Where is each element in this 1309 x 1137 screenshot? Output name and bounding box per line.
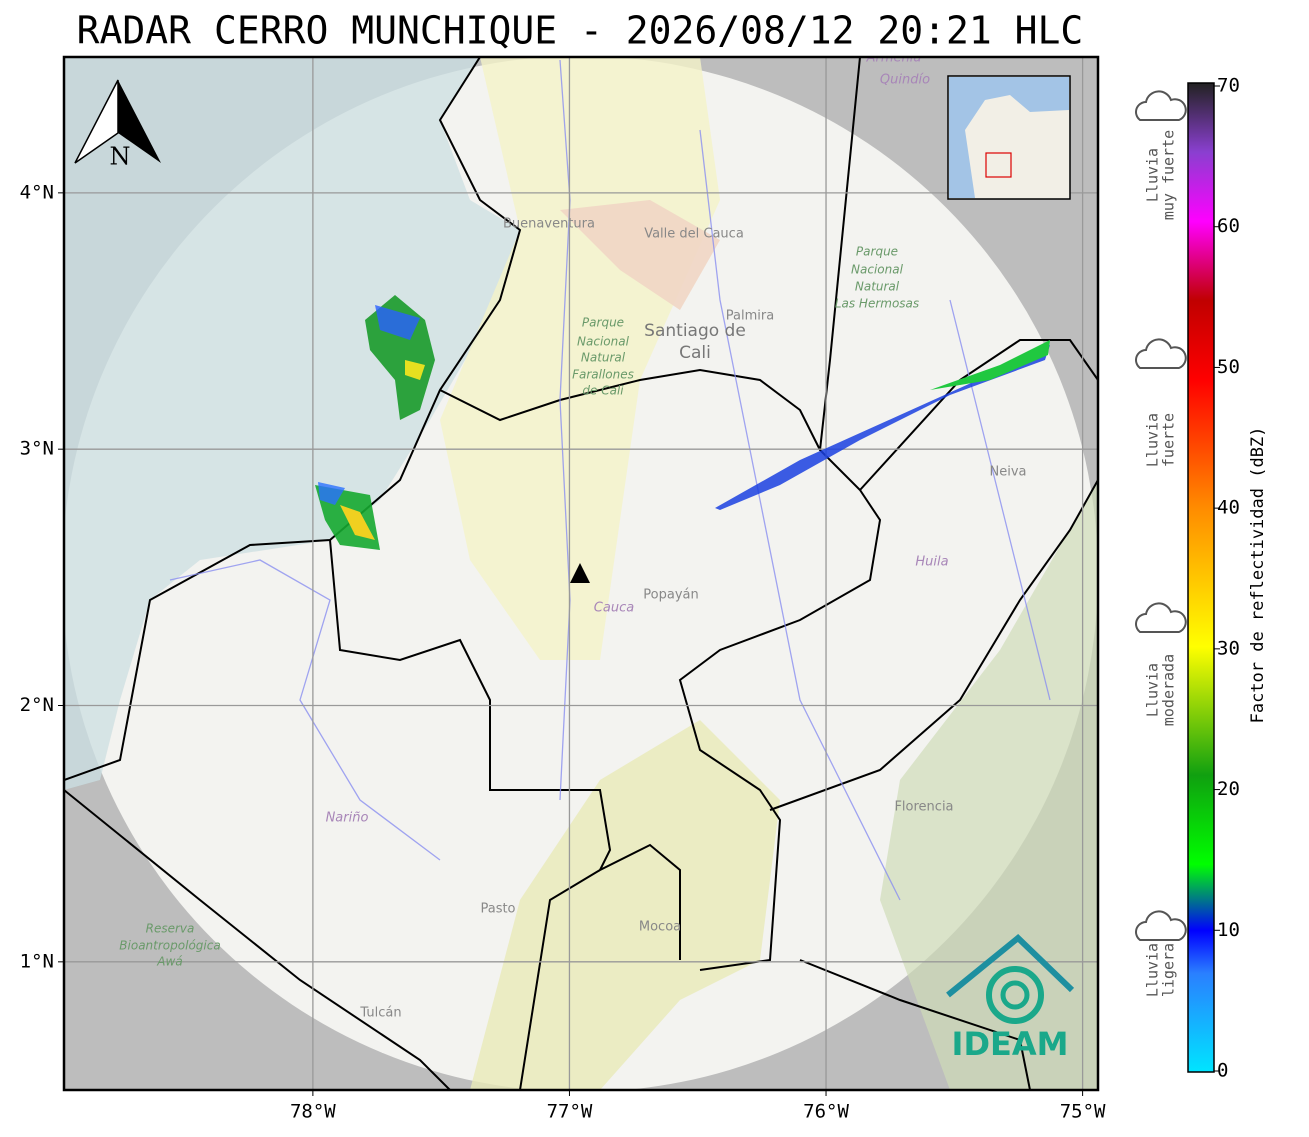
north-arrow: N <box>74 79 161 171</box>
place-label: Florencia <box>894 800 953 815</box>
y-tick-label: 1°N <box>20 950 54 972</box>
legend-label: Lluvia <box>1144 413 1162 467</box>
place-label: Reserva <box>146 922 195 936</box>
place-label: Tulcán <box>359 1006 401 1021</box>
colorbar-tick-label: 50 <box>1217 356 1240 378</box>
map-area: Buenaventura Valle del Cauca PalmiraSantia… <box>64 51 1098 1090</box>
grid <box>64 57 1098 1090</box>
place-label: Las Hermosas <box>835 297 919 311</box>
colorbar-tick-label: 70 <box>1217 75 1240 97</box>
map-frame <box>62 55 1100 1092</box>
radar-site <box>570 563 590 583</box>
rivers <box>169 59 1051 901</box>
place-label: Armenia <box>866 51 922 66</box>
colorbar-tick-label: 20 <box>1217 778 1240 800</box>
colorbar-tick-label: 10 <box>1217 919 1240 941</box>
cloud-icon <box>1135 602 1187 633</box>
legend-label: fuerte <box>1160 413 1178 467</box>
place-label: Nacional <box>577 335 630 349</box>
north-label: N <box>110 143 131 171</box>
place-label: Parque <box>582 316 624 330</box>
inset-map <box>947 75 1071 200</box>
y-tick-label: 3°N <box>20 438 54 460</box>
place-label: Natural <box>855 280 900 294</box>
logo-text: IDEAM <box>952 1025 1069 1063</box>
legend-label: Lluvia <box>1144 943 1162 997</box>
x-tick-label: 77°W <box>547 1101 593 1123</box>
ocean-in-range <box>64 57 520 790</box>
legend-label: ligera <box>1160 943 1178 997</box>
place-label: Buenaventura <box>503 217 595 232</box>
place-label: Quindío <box>880 73 930 88</box>
place-label: Valle del Cauca <box>644 227 744 242</box>
place-label: Pasto <box>480 902 515 917</box>
x-tick-label: 75°W <box>1060 1101 1106 1123</box>
y-tick-label: 4°N <box>20 181 54 203</box>
cloud-icon <box>1135 90 1187 121</box>
place-label: Nacional <box>851 263 904 277</box>
borders <box>64 57 1098 1090</box>
place-label: Nariño <box>326 811 369 826</box>
legend-label: muy fuerte <box>1160 130 1178 220</box>
place-label: Bioantropológica <box>119 939 220 953</box>
colorbar-tick-label: 40 <box>1217 497 1240 519</box>
valle-zone <box>560 200 720 310</box>
place-labels: Buenaventura Valle del Cauca PalmiraSantia… <box>119 51 1027 1021</box>
place-label: Cali <box>679 343 711 363</box>
legend-label: Lluvia <box>1144 663 1162 717</box>
cloud-icon <box>1135 338 1187 369</box>
logo: IDEAM <box>946 933 1075 1063</box>
legend-label: moderada <box>1160 654 1178 726</box>
x-tick-label: 78°W <box>290 1101 336 1123</box>
place-label: Farallones <box>572 368 634 382</box>
place-label: Santiago de <box>644 321 746 341</box>
place-label: Natural <box>581 351 626 365</box>
x-tick-label: 76°W <box>803 1101 849 1123</box>
y-tick-label: 2°N <box>20 694 54 716</box>
colorbar <box>1187 82 1215 1073</box>
place-label: Palmira <box>726 309 774 324</box>
forest-zone <box>880 480 1098 1090</box>
colorbar-tick-label: 60 <box>1217 215 1240 237</box>
place-label: Cauca <box>594 601 634 616</box>
place-label: Mocoa <box>639 920 681 935</box>
cloud-icon <box>1135 910 1187 941</box>
place-label: Popayán <box>643 588 698 603</box>
place-label: Awá <box>156 955 182 969</box>
place-label: Huila <box>915 555 948 570</box>
title: RADAR CERRO MUNCHIQUE - 2026/08/12 20:21… <box>77 9 1084 53</box>
place-label: de Cali <box>582 384 624 398</box>
colorbar-label: Factor de reflectividad (dBZ) <box>1248 427 1268 724</box>
place-label: Parque <box>856 245 898 259</box>
colorbar-tick-label: 30 <box>1217 637 1240 659</box>
colorbar-ticks: 0 10 20 30 40 50 60 70 <box>1214 75 1240 1082</box>
amazon-zone <box>470 720 780 1090</box>
legend-label: Lluvia <box>1144 148 1162 202</box>
colorbar-tick-label: 0 <box>1217 1060 1228 1082</box>
axes: 78°W 77°W 76°W 75°W 4°N 3°N 2°N 1°N <box>20 181 1106 1122</box>
place-label: Neiva <box>990 465 1027 480</box>
radar-echoes <box>315 295 1050 550</box>
